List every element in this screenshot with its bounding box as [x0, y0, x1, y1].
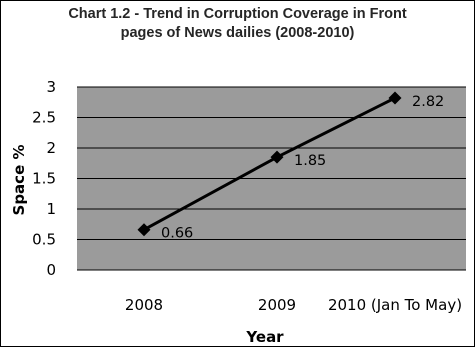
series-point: [270, 150, 284, 164]
series-point: [137, 223, 151, 237]
series-point: [388, 91, 402, 105]
data-labels: 0.66 1.85 2.82: [161, 94, 444, 242]
data-label: 1.85: [294, 153, 326, 169]
x-axis-ticks: 2008 2009 2010 (Jan To May): [125, 296, 462, 314]
y-axis-ticks: 0 0.5 1 1.5 2 2.5 3: [32, 78, 56, 279]
y-tick-label: 1: [46, 200, 56, 218]
x-tick-label: 2009: [258, 296, 296, 314]
y-tick-label: 2.5: [32, 109, 56, 127]
x-tick-label: 2010 (Jan To May): [328, 296, 462, 314]
x-tick-label: 2008: [125, 296, 163, 314]
y-tick-label: 3: [46, 78, 56, 96]
data-label: 2.82: [412, 94, 444, 110]
y-tick-label: 2: [46, 139, 56, 157]
y-axis-title: Space %: [10, 145, 28, 216]
data-label: 0.66: [161, 226, 193, 242]
y-tick-label: 1.5: [32, 170, 56, 188]
chart-title: Chart 1.2 - Trend in Corruption Coverage…: [68, 6, 407, 41]
series-markers: [137, 91, 402, 237]
x-axis-title: Year: [245, 328, 284, 346]
gridlines: [77, 86, 466, 271]
y-tick-label: 0.5: [32, 231, 56, 249]
y-tick-label: 0: [46, 261, 56, 279]
